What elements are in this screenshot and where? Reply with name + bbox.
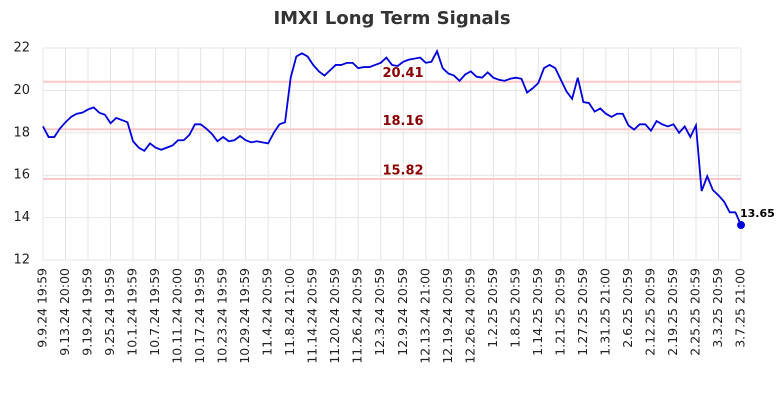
x-tick-label: 1.2.25 20:59: [485, 268, 500, 348]
x-tick-label: 9.19.24 19:59: [80, 268, 95, 356]
x-tick-label: 11.14.24 20:59: [305, 268, 320, 364]
x-tick-label: 1.21.25 20:59: [552, 268, 567, 356]
y-tick-label: 12: [13, 253, 30, 268]
signal-label: 20.41: [382, 66, 423, 81]
price-line: [42, 48, 742, 226]
x-tick-label: 1.14.25 20:59: [530, 268, 545, 356]
x-tick-label: 10.11.24 20:00: [170, 268, 185, 364]
last-point: [737, 221, 745, 230]
x-tick-label: 12.19.24 20:59: [440, 268, 455, 364]
y-tick-label: 16: [13, 168, 30, 183]
x-tick-label: 9.25.24 19:59: [102, 268, 117, 356]
x-tick-label: 12.3.24 20:59: [372, 268, 387, 356]
x-tick-label: 11.4.24 20:59: [260, 268, 275, 356]
x-tick-label: 10.29.24 19:59: [237, 268, 252, 364]
x-tick-label: 2.6.25 20:59: [620, 268, 635, 348]
x-tick-label: 1.31.25 21:00: [597, 268, 612, 356]
y-tick-label: 22: [13, 41, 30, 56]
y-tick-label: 20: [13, 83, 30, 98]
signal-label: 15.82: [382, 164, 423, 179]
x-tick-label: 2.12.25 20:59: [642, 268, 657, 356]
x-tick-label: 12.26.24 20:59: [462, 268, 477, 364]
x-tick-label: 9.13.24 20:00: [57, 268, 72, 356]
x-tick-label: 11.20.24 20:59: [327, 268, 342, 364]
x-tick-label: 2.19.25 20:59: [665, 268, 680, 356]
x-tick-label: 11.8.24 21:00: [282, 268, 297, 356]
signal-label: 18.16: [382, 114, 423, 129]
x-tick-label: 11.26.24 20:59: [350, 268, 365, 364]
chart-title: IMXI Long Term Signals: [273, 8, 510, 29]
x-tick-label: 10.23.24 19:59: [215, 268, 230, 364]
x-tick-label: 12.9.24 20:59: [395, 268, 410, 356]
x-tick-label: 10.17.24 19:59: [192, 268, 207, 364]
x-tick-label: 1.27.25 20:59: [575, 268, 590, 356]
x-tick-label: 12.13.24 21:00: [417, 268, 432, 364]
y-tick-label: 14: [13, 210, 30, 225]
x-tick-label: 1.8.25 20:59: [507, 268, 522, 348]
x-tick-label: 2.25.25 20:59: [687, 268, 702, 356]
last-value-label: 13.65: [740, 207, 775, 220]
x-tick-label: 3.7.25 21:00: [733, 268, 748, 348]
x-tick-label: 10.1.24 19:59: [125, 268, 140, 356]
x-tick-label: 3.3.25 20:59: [710, 268, 725, 348]
y-tick-label: 18: [13, 125, 30, 140]
x-tick-label: 9.9.24 19:59: [35, 268, 50, 348]
x-tick-label: 10.7.24 19:59: [147, 268, 162, 356]
